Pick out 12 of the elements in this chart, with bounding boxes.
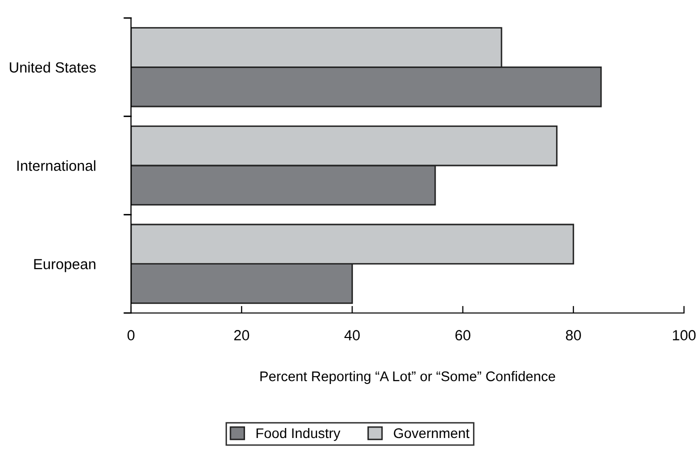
x-tick-label: 0 bbox=[128, 330, 134, 340]
x-axis-title: Percent Reporting “A Lot” or “Some” Confidence bbox=[260, 371, 556, 384]
y-tick-label: European bbox=[34, 259, 96, 272]
x-tick-label: 40 bbox=[344, 330, 360, 340]
legend-label: Food Industry bbox=[256, 428, 340, 441]
x-tick-label: 60 bbox=[455, 330, 470, 340]
y-tick-label: United States bbox=[10, 62, 96, 73]
legend-label: Government bbox=[394, 428, 470, 438]
x-tick-label: 20 bbox=[234, 330, 250, 340]
x-tick-label: 80 bbox=[566, 330, 581, 340]
x-tick-label: 100 bbox=[672, 330, 696, 340]
y-tick-label: International bbox=[17, 160, 96, 171]
